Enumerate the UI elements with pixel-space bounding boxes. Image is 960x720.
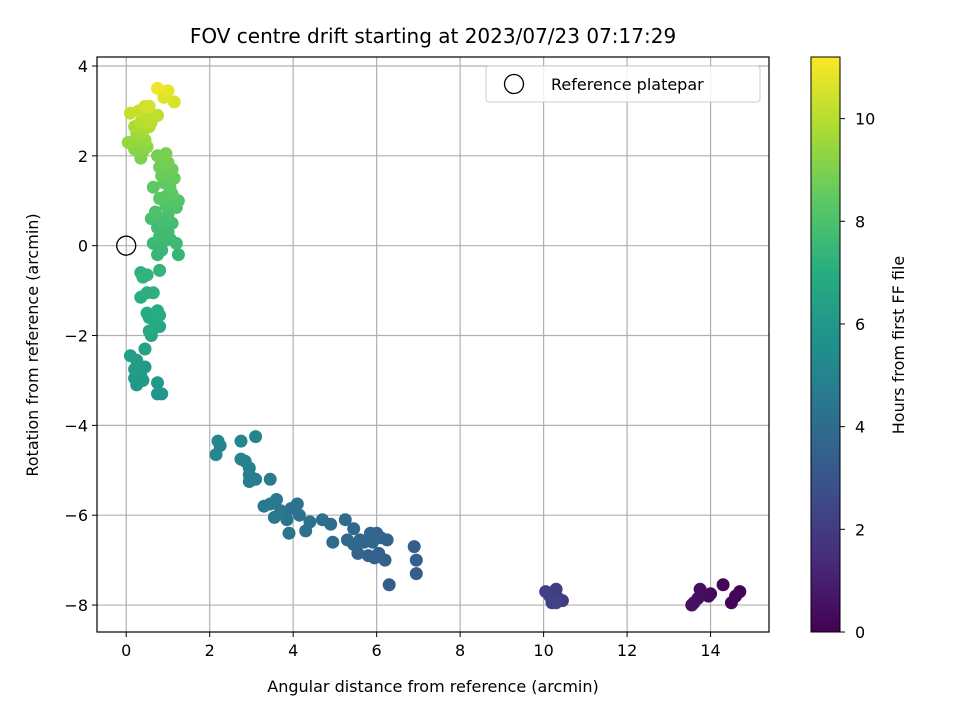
y-axis-label: Rotation from reference (arcmin) bbox=[23, 213, 42, 476]
colorbar-tick-label: 8 bbox=[855, 212, 865, 231]
scatter-point bbox=[159, 147, 173, 161]
legend: Reference platepar bbox=[485, 65, 761, 103]
scatter-point bbox=[153, 263, 167, 277]
scatter-point bbox=[347, 522, 361, 536]
scatter-point bbox=[716, 578, 730, 592]
y-tick-label: −4 bbox=[64, 416, 88, 435]
x-tick-label: 12 bbox=[617, 641, 637, 660]
scatter-point bbox=[299, 524, 313, 538]
scatter-point bbox=[171, 248, 185, 262]
scatter-point bbox=[724, 596, 738, 610]
scatter-point bbox=[539, 585, 553, 599]
scatter-point bbox=[121, 135, 135, 149]
scatter-point bbox=[338, 513, 352, 527]
scatter-point bbox=[151, 81, 164, 95]
scatter-point bbox=[211, 434, 225, 448]
scatter-point bbox=[142, 99, 156, 113]
scatter-point bbox=[140, 268, 154, 282]
scatter-point bbox=[315, 513, 329, 527]
x-tick-label: 8 bbox=[455, 641, 465, 660]
legend-label: Reference platepar bbox=[551, 75, 704, 94]
scatter-point bbox=[151, 108, 164, 122]
scatter-point bbox=[146, 286, 160, 300]
scatter-point bbox=[409, 567, 423, 581]
colorbar-label: Hours from first FF file bbox=[889, 256, 908, 435]
scatter-point bbox=[284, 502, 298, 515]
x-axis-ticks: 0 2 4 6 8 10 12 14 bbox=[121, 632, 721, 660]
scatter-point bbox=[282, 526, 296, 540]
y-axis-ticks: −8 −6 −4 −2 0 2 4 bbox=[64, 57, 97, 615]
scatter-point bbox=[409, 553, 423, 567]
x-tick-label: 6 bbox=[372, 641, 382, 660]
scatter-point bbox=[326, 535, 340, 549]
scatter-point bbox=[361, 549, 375, 563]
x-tick-label: 0 bbox=[121, 641, 131, 660]
colorbar-gradient bbox=[810, 56, 841, 633]
y-tick-label: 4 bbox=[78, 57, 88, 76]
y-tick-label: −2 bbox=[64, 327, 88, 346]
scatter-point bbox=[249, 430, 263, 444]
scatter-point bbox=[234, 434, 248, 448]
data-points bbox=[116, 81, 747, 612]
scatter-point bbox=[161, 84, 175, 98]
scatter-point bbox=[685, 598, 699, 612]
scatter-point bbox=[407, 540, 421, 554]
colorbar-tick-label: 10 bbox=[855, 110, 875, 129]
scatter-point bbox=[340, 533, 354, 547]
colorbar-tick-label: 4 bbox=[855, 418, 865, 437]
scatter-point bbox=[151, 304, 164, 318]
colorbar-ticks: 0 2 4 6 8 10 bbox=[840, 110, 875, 642]
legend-box bbox=[485, 65, 761, 103]
scatter-point bbox=[242, 475, 256, 488]
grid-lines bbox=[97, 57, 769, 632]
x-axis-label: Angular distance from reference (arcmin) bbox=[267, 677, 598, 696]
colorbar-tick-label: 0 bbox=[855, 623, 865, 642]
chart-title: FOV centre drift starting at 2023/07/23 … bbox=[190, 24, 676, 48]
x-tick-label: 2 bbox=[205, 641, 215, 660]
x-tick-label: 10 bbox=[533, 641, 553, 660]
y-tick-label: −8 bbox=[64, 596, 88, 615]
scatter-point bbox=[382, 578, 396, 592]
scatter-point bbox=[234, 452, 248, 466]
colorbar-tick-label: 2 bbox=[855, 520, 865, 539]
scatter-point bbox=[151, 387, 164, 401]
scatter-point bbox=[209, 448, 223, 462]
scatter-point bbox=[146, 180, 160, 194]
scatter-point bbox=[140, 306, 154, 320]
legend-circle-marker bbox=[503, 73, 525, 95]
plot-frame bbox=[96, 56, 770, 633]
y-tick-label: 2 bbox=[78, 147, 88, 166]
y-tick-label: −6 bbox=[64, 506, 88, 525]
x-tick-label: 4 bbox=[288, 641, 298, 660]
scatter-point bbox=[151, 376, 164, 390]
scatter-point bbox=[123, 349, 137, 363]
scatter-point bbox=[267, 510, 281, 524]
scatter-point bbox=[257, 499, 271, 513]
y-tick-label: 0 bbox=[78, 237, 88, 256]
scatter-point bbox=[263, 472, 277, 486]
reference-platepar-marker bbox=[116, 235, 137, 256]
scatter-point bbox=[138, 342, 152, 356]
scatter-point bbox=[148, 205, 162, 219]
scatter-point bbox=[549, 596, 563, 610]
scatter-point bbox=[167, 95, 181, 109]
colorbar: 0 2 4 6 8 10 Hours from first FF file bbox=[810, 56, 908, 642]
colorbar-tick-label: 6 bbox=[855, 315, 865, 334]
x-tick-label: 14 bbox=[700, 641, 720, 660]
